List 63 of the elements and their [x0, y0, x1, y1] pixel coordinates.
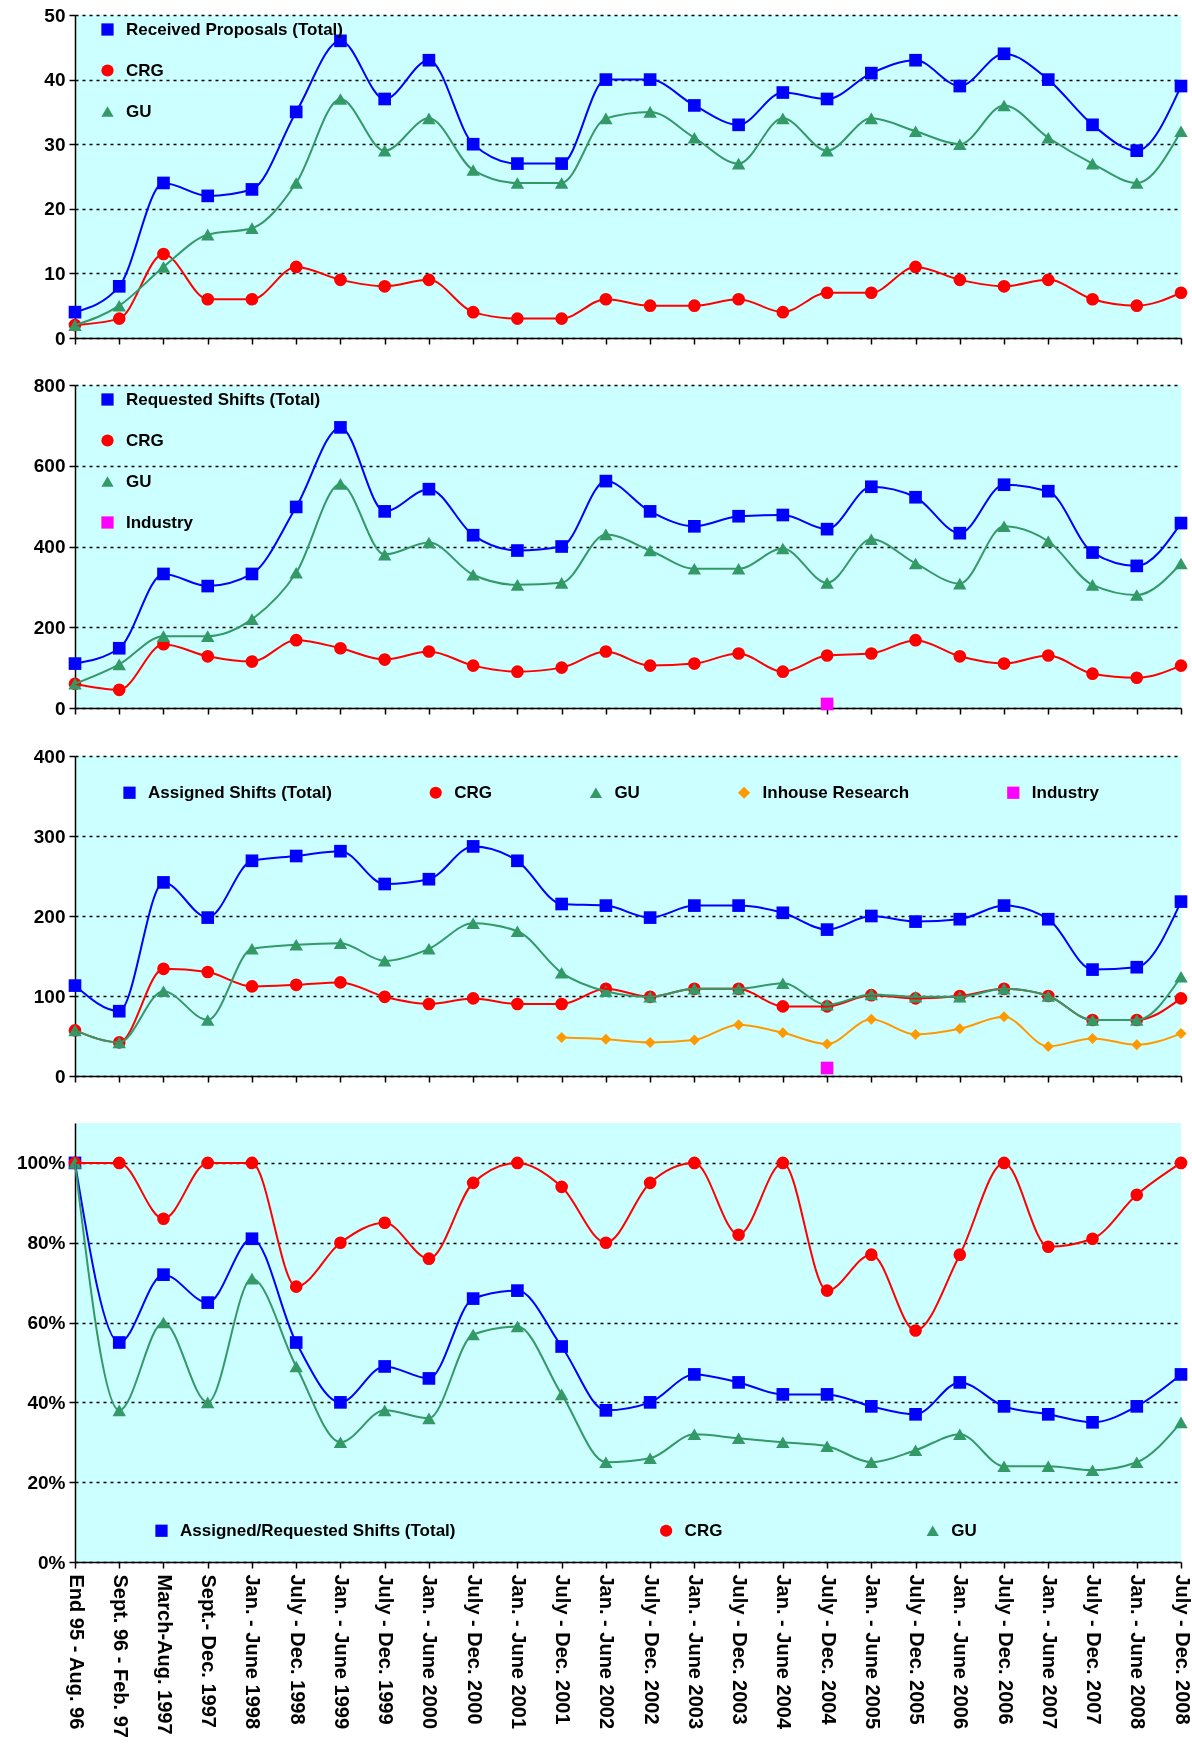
legend-label: CRG	[126, 430, 164, 450]
x-tick-label: July - Dec. 2006	[994, 1574, 1017, 1725]
x-tick-label: July - Dec. 1998	[286, 1574, 309, 1725]
y-tick-label: 10	[44, 262, 66, 284]
x-tick-label: Jan. - June 1998	[242, 1574, 265, 1730]
y-tick-label: 20	[44, 198, 66, 220]
x-tick-label: Jan. - June 2004	[773, 1574, 796, 1730]
legend-label: Received Proposals (Total)	[126, 19, 343, 39]
x-tick-label: Jan. - June 2000	[419, 1574, 442, 1730]
x-tick-label: Jan. - June 2008	[1127, 1574, 1150, 1730]
legend-label: GU	[614, 782, 640, 802]
legend-label: Industry	[126, 512, 194, 532]
legend-label: Industry	[1031, 782, 1100, 802]
x-tick-label: Jan. - June 2002	[596, 1574, 619, 1730]
x-tick-label: July - Dec. 1999	[375, 1574, 398, 1725]
x-tick-label: Jan. - June 2006	[950, 1574, 973, 1730]
y-tick-label: 800	[33, 374, 66, 396]
y-tick-label: 0	[54, 327, 66, 349]
x-tick-label: July - Dec. 2007	[1083, 1574, 1106, 1725]
x-tick-label: Jan. - June 2001	[507, 1574, 530, 1730]
x-tick-label: July - Dec. 2003	[729, 1574, 752, 1725]
y-tick-label: 200	[33, 616, 66, 638]
y-tick-label: 80%	[27, 1232, 66, 1254]
x-tick-label: Jan. - June 1999	[330, 1574, 353, 1730]
y-tick-label: 200	[33, 905, 66, 927]
y-tick-label: 0	[54, 697, 66, 719]
legend-label: GU	[126, 471, 152, 491]
x-tick-label: End 95 - Aug. 96	[65, 1574, 88, 1730]
y-tick-label: 60%	[27, 1312, 66, 1334]
y-tick-label: 30	[44, 133, 66, 155]
x-tick-label: July - Dec. 2005	[906, 1574, 929, 1725]
x-tick-label: Jan. - June 2007	[1038, 1574, 1061, 1730]
y-tick-label: 0	[54, 1065, 66, 1087]
x-tick-label: July - Dec. 2001	[552, 1574, 575, 1725]
x-tick-label: Jan. - June 2005	[861, 1574, 884, 1730]
legend-label: CRG	[454, 782, 492, 802]
legend-label: CRG	[684, 1520, 723, 1540]
y-tick-label: 100	[33, 985, 66, 1007]
x-tick-label: Sept. 96 - Feb. 97	[109, 1574, 132, 1738]
y-tick-label: 40%	[27, 1391, 66, 1413]
legend-label: CRG	[126, 60, 164, 80]
legend-label: Assigned/Requested Shifts (Total)	[180, 1520, 456, 1540]
x-tick-label: July - Dec. 2002	[640, 1574, 663, 1725]
x-tick-label: July - Dec. 2000	[463, 1574, 486, 1725]
y-tick-label: 0%	[38, 1551, 66, 1573]
y-tick-label: 600	[33, 455, 66, 477]
y-tick-label: 400	[33, 536, 66, 557]
x-tick-label: July - Dec. 2004	[817, 1574, 840, 1726]
legend-label: Assigned Shifts (Total)	[148, 782, 332, 802]
legend-label: GU	[951, 1520, 977, 1540]
legend-label: Requested Shifts (Total)	[126, 389, 321, 409]
legend-label: GU	[126, 101, 152, 121]
x-tick-label: Jan. - June 2003	[684, 1574, 707, 1730]
y-tick-label: 50	[44, 4, 66, 26]
legend-label: Inhouse Research	[762, 782, 910, 802]
x-tick-label: Sept.- Dec. 1997	[198, 1574, 221, 1728]
x-tick-label: July - Dec. 2008	[1171, 1574, 1192, 1725]
y-tick-label: 20%	[27, 1471, 66, 1493]
y-tick-label: 40	[44, 69, 66, 91]
y-tick-label: 100%	[16, 1152, 66, 1174]
y-tick-label: 400	[33, 745, 66, 767]
y-tick-label: 300	[33, 825, 66, 847]
x-tick-label: March-Aug. 1997	[153, 1574, 176, 1735]
